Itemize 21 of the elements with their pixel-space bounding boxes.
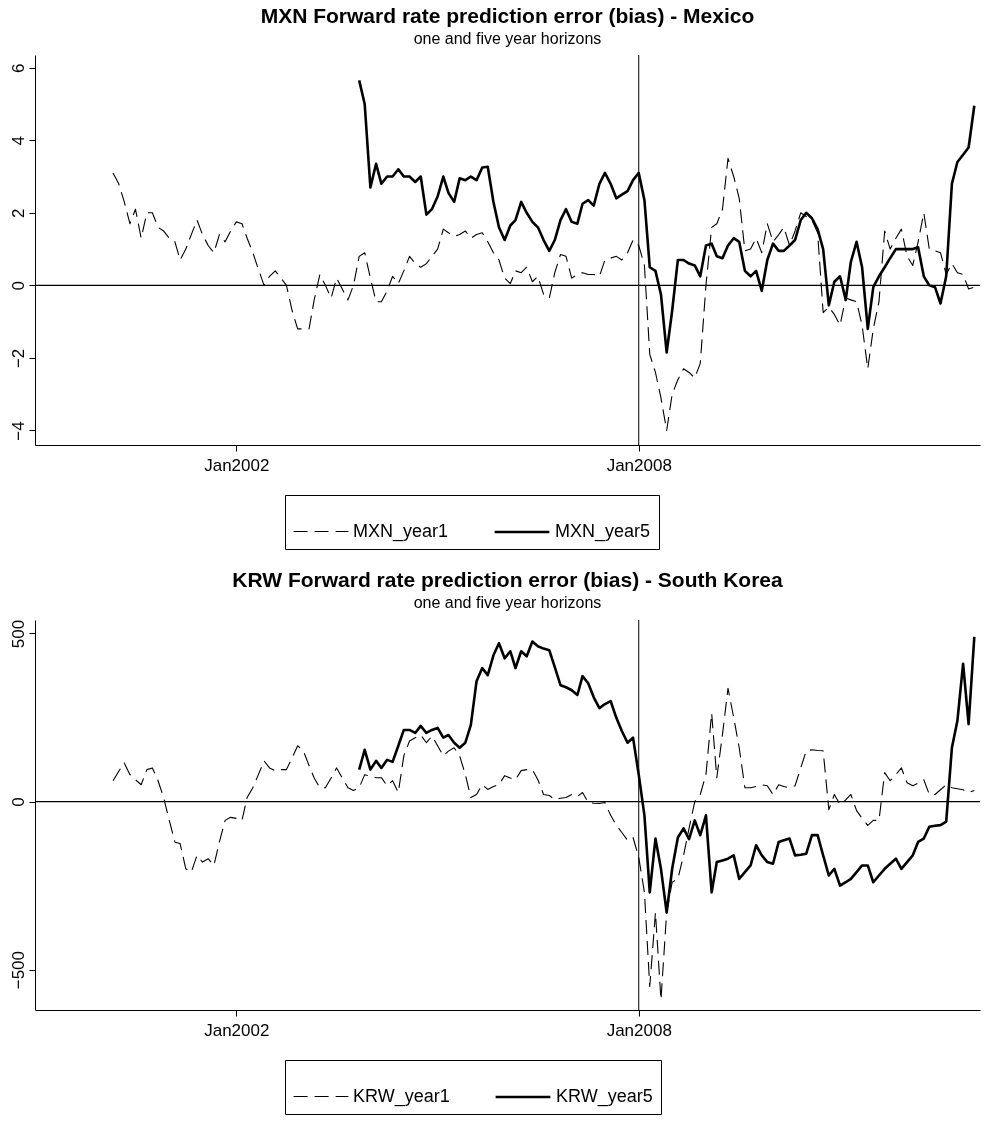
legend-label: MXN_year1	[353, 520, 449, 542]
legend-label: KRW_year1	[353, 1085, 450, 1107]
x-tick-label: Jan2002	[204, 455, 270, 475]
y-tick-label: 0	[8, 797, 28, 807]
y-tick-label: 4	[8, 136, 28, 146]
y-tick-label: −2	[8, 348, 28, 369]
legend-label: KRW_year5	[556, 1086, 653, 1107]
chart-title: KRW Forward rate prediction error (bias) - South Korea	[232, 568, 783, 592]
y-tick-label: 2	[8, 208, 28, 219]
legend-label: MXN_year5	[555, 521, 651, 542]
y-tick-label: −4	[8, 421, 28, 441]
chart-title: MXN Forward rate prediction error (bias) - Mexico	[260, 3, 755, 27]
y-tick-label: 6	[8, 63, 28, 73]
x-tick-label: Jan2008	[606, 455, 672, 475]
y-tick-label: −500	[8, 951, 28, 990]
x-tick-label: Jan2002	[204, 1020, 270, 1040]
y-tick-label: 500	[8, 619, 28, 649]
chart-subtitle: one and five year horizons	[413, 594, 602, 612]
chart-subtitle: one and five year horizons	[413, 29, 602, 47]
y-tick-label: 0	[8, 281, 28, 291]
x-tick-label: Jan2008	[606, 1020, 672, 1040]
